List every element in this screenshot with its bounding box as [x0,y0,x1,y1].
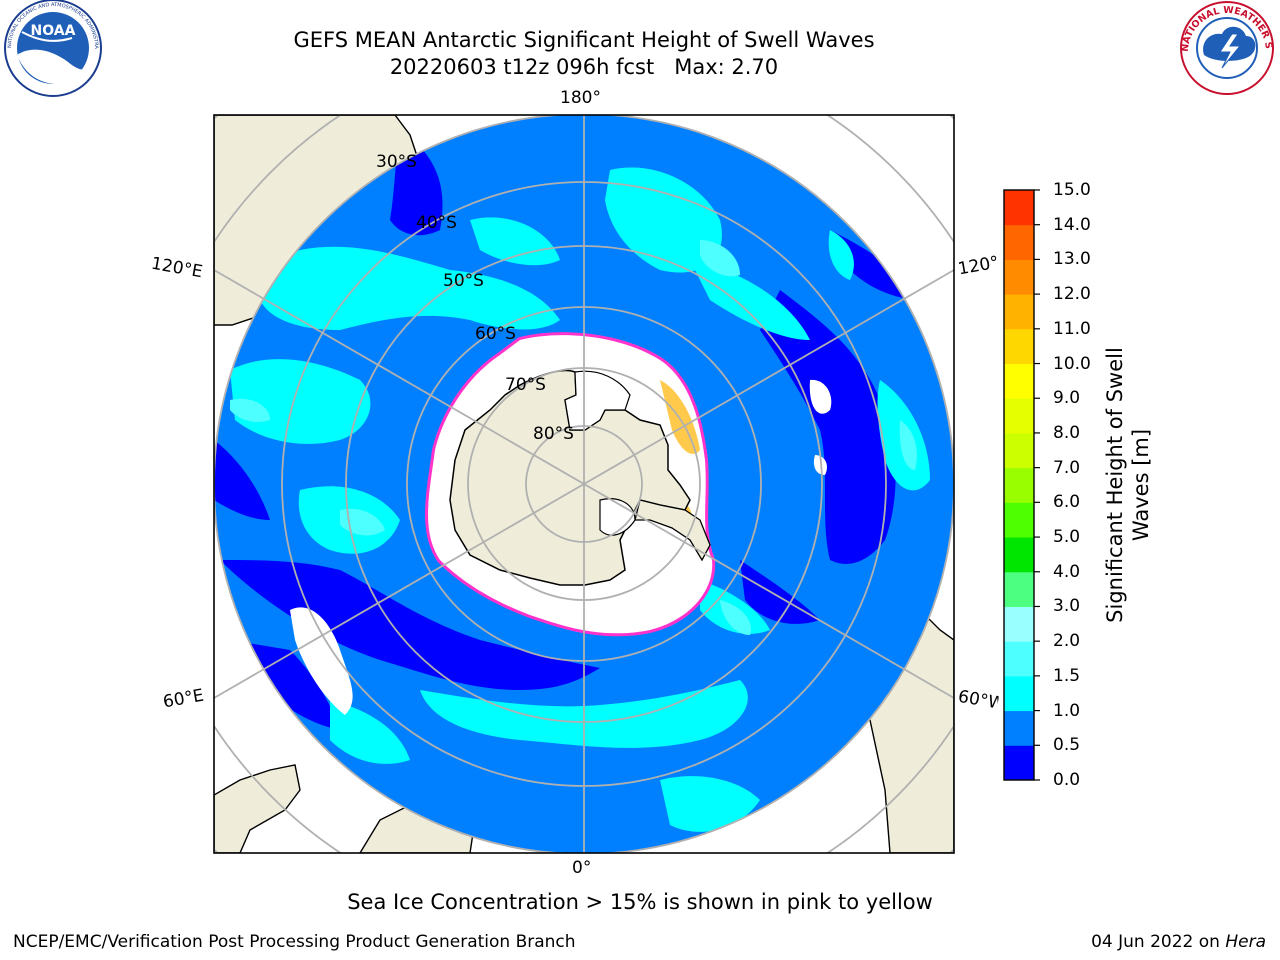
lat-label-60s: 60°S [475,324,516,344]
map-subtitle: 20220603 t12z 096h fcst Max: 2.70 [389,55,779,79]
colorbar-segment [1004,190,1034,226]
colorbar-tick-label: 15.0 [1053,180,1091,200]
colorbar-tick-label: 14.0 [1053,214,1091,235]
credit-branch: NCEP/EMC/Verification Post Processing Pr… [13,932,576,952]
graticule [214,115,954,853]
ross-ice-shelf [564,370,631,431]
colorbar-segment [1004,710,1034,746]
africa-land [214,764,301,853]
colorbar-tick-label: 9.0 [1053,388,1081,409]
colorbar-segment [1004,224,1034,260]
colorbar-segment [1004,328,1034,365]
lat-label-40s: 40°S [416,213,457,233]
colorbar-segment [1004,467,1034,503]
colorbar-segment [1004,502,1034,538]
colorbar-tick-label: 4.0 [1053,561,1081,582]
colorbar-segment [1004,675,1034,712]
colorbar [1003,189,1040,781]
map-frame [213,114,955,854]
colorbar-tick-label: 0.0 [1053,770,1081,790]
nws-logo: NATIONAL WEATHER SERVICE [1176,0,1274,95]
colorbar-tick-label: 2.0 [1053,631,1081,652]
colorbar-segment [1004,641,1034,677]
credit-machine: Hera [1225,932,1266,952]
colorbar-tick-label: 6.0 [1053,492,1081,513]
colorbar-tick-label: 10.0 [1053,353,1091,374]
map-title: GEFS MEAN Antarctic Significant Height o… [293,28,875,52]
colorbar-tick-label: 5.0 [1053,527,1081,548]
colorbar-segment [1004,606,1034,642]
credit-date-text: 04 Jun 2022 on [1091,932,1226,952]
colorbar-tick-label: 1.5 [1053,665,1081,686]
sea-ice-note: Sea Ice Concentration > 15% is shown in … [347,890,933,914]
noaa-logo-text: NOAA [31,23,76,39]
colorbar-tick-label: 11.0 [1053,318,1091,339]
colorbar-tick-label: 0.5 [1053,735,1081,756]
colorbar-tick-label: 7.0 [1053,457,1081,478]
colorbar-tick-label: 3.0 [1053,596,1081,617]
colorbar-segment [1004,294,1034,330]
colorbar-segment [1004,398,1034,434]
noaa-logo: NOAA NATIONAL OCEANIC AND ATMOSPHERIC AD… [2,0,102,97]
colorbar-tick-label: 12.0 [1053,284,1091,305]
colorbar-segment [1004,745,1034,781]
lon-label-0: 0° [572,858,592,878]
lat-label-50s: 50°S [443,271,484,291]
colorbar-tick-label: 8.0 [1053,422,1081,443]
lon-label-180: 180° [560,88,601,108]
credit-date: 04 Jun 2022 on Hera [1091,932,1266,952]
colorbar-segment [1004,259,1034,295]
lat-label-70s: 70°S [505,375,546,395]
lat-label-80s: 80°S [533,424,574,444]
colorbar-frame [1003,189,1035,781]
colorbar-label: Significant Height of Swell Waves [m] [1103,347,1153,623]
map-area [214,115,954,853]
colorbar-segment [1004,432,1034,469]
colorbar-segment [1004,537,1034,573]
colorbar-tick-label: 13.0 [1053,249,1091,270]
colorbar-tick-label: 1.0 [1053,700,1081,721]
colorbar-segment [1004,571,1034,607]
antarctica-land [449,369,691,586]
colorbar-segment [1004,363,1034,399]
lat-label-30s: 30°S [376,152,417,172]
